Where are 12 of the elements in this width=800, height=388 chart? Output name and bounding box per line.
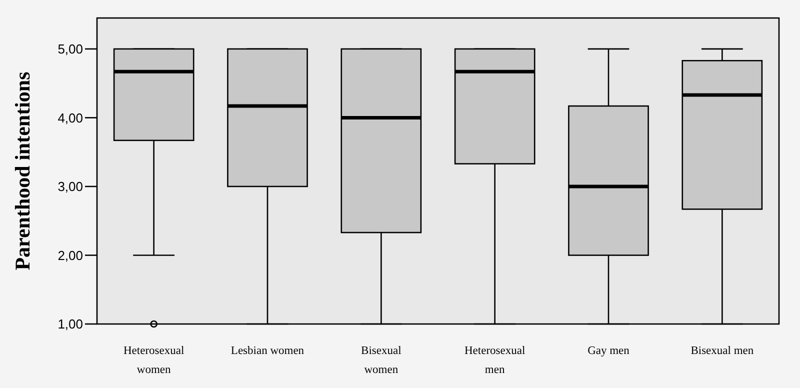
y-tick-label: 5,00 — [58, 41, 83, 56]
x-tick-label: Bisexual men — [690, 345, 754, 357]
x-tick-label: Bisexual women — [361, 345, 402, 376]
y-tick-label: 3,00 — [58, 179, 83, 194]
x-tick-label: Gay men — [588, 345, 630, 357]
x-tick-label: Heterosexual women — [123, 345, 184, 376]
x-tick-label: Lesbian women — [230, 345, 304, 357]
x-tick-label: Heterosexual men — [464, 345, 526, 376]
y-axis-title: Parenthood intentions — [10, 72, 34, 270]
y-tick-label: 4,00 — [58, 110, 83, 126]
y-tick-label: 2,00 — [58, 248, 83, 263]
y-tick-label: 1,00 — [58, 316, 83, 332]
